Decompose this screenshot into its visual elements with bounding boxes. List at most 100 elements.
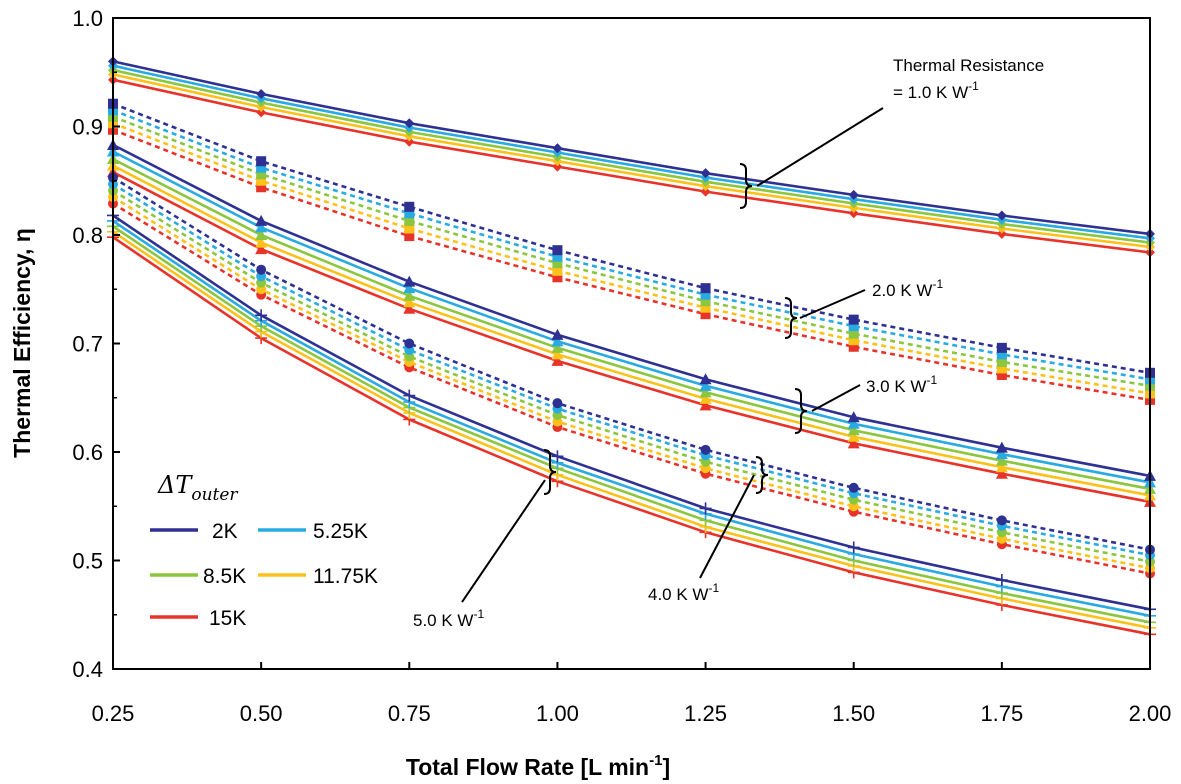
y-tick-label: 0.6 bbox=[72, 440, 103, 465]
series-line-group5-5 bbox=[112, 236, 1151, 636]
data-point-triangle bbox=[403, 296, 416, 308]
series-line-group4-5 bbox=[112, 202, 1151, 575]
annotation-4: 4.0 K W-1 bbox=[648, 581, 719, 604]
annotation-3-leader bbox=[811, 384, 861, 412]
data-point-diamond bbox=[256, 88, 267, 99]
data-point-square bbox=[552, 272, 563, 283]
series-line-group5-1 bbox=[112, 214, 1151, 611]
x-tick-label: 0.25 bbox=[92, 701, 135, 726]
series-line-group3-4 bbox=[112, 164, 1151, 497]
data-point-square bbox=[256, 169, 267, 180]
y-tick-label: 0.7 bbox=[72, 332, 103, 357]
annotation-3-text: 3.0 K W bbox=[866, 377, 926, 396]
series-line-group5-2 bbox=[112, 219, 1151, 618]
data-point-plus bbox=[255, 309, 268, 322]
y-tick-label: 0.9 bbox=[72, 115, 103, 140]
annotation-1-sup: -1 bbox=[968, 79, 979, 93]
data-point-square bbox=[848, 341, 859, 352]
y-tick-label: 0.8 bbox=[72, 223, 103, 248]
data-point-circle bbox=[996, 515, 1007, 526]
data-point-circle bbox=[700, 444, 711, 455]
data-point-diamond bbox=[848, 208, 859, 219]
x-tick-label: 0.50 bbox=[240, 701, 283, 726]
annotation-2-text: 2.0 K W bbox=[872, 281, 932, 300]
annotation-2-sup: -1 bbox=[932, 277, 943, 291]
data-point-square bbox=[552, 245, 563, 256]
data-point-triangle bbox=[551, 354, 564, 366]
data-point-square bbox=[996, 356, 1007, 367]
data-point-plus bbox=[551, 450, 564, 463]
y-tick-label: 0.5 bbox=[72, 549, 103, 574]
series-line-group2-1 bbox=[112, 102, 1151, 375]
data-point-triangle bbox=[995, 441, 1008, 453]
data-point-square bbox=[700, 302, 711, 313]
plot-series-layer bbox=[107, 56, 1156, 641]
data-point-triangle bbox=[847, 411, 860, 423]
data-point-triangle bbox=[255, 236, 268, 248]
data-point-square bbox=[404, 208, 415, 219]
data-point-triangle bbox=[255, 243, 268, 255]
data-point-triangle bbox=[403, 289, 416, 301]
series-line-group1-3 bbox=[112, 68, 1151, 244]
legend-label-3: 8.5K bbox=[203, 565, 246, 588]
series-line-group4-2 bbox=[112, 182, 1151, 557]
data-point-diamond bbox=[404, 136, 415, 147]
data-point-square bbox=[848, 335, 859, 346]
data-point-square bbox=[848, 321, 859, 332]
legend-label-2: 5.25K bbox=[313, 520, 368, 543]
data-point-triangle bbox=[847, 437, 860, 449]
data-point-triangle bbox=[995, 454, 1008, 466]
y-axis-title: Thermal Efficiency, η bbox=[9, 228, 35, 458]
series-line-group1-5 bbox=[112, 78, 1151, 254]
legend-label-5: 15K bbox=[209, 607, 246, 630]
data-point-triangle bbox=[255, 229, 268, 240]
data-point-square bbox=[996, 349, 1007, 360]
data-point-square bbox=[996, 342, 1007, 353]
data-point-square bbox=[700, 309, 711, 320]
x-tick-label: 2.00 bbox=[1129, 701, 1172, 726]
data-point-square bbox=[256, 182, 267, 193]
data-point-square bbox=[404, 215, 415, 226]
series-line-group4-1 bbox=[112, 176, 1151, 551]
data-point-triangle bbox=[255, 214, 268, 226]
data-point-triangle bbox=[847, 430, 860, 442]
series-line-group4-3 bbox=[112, 189, 1151, 563]
x-tick-label: 1.50 bbox=[832, 701, 875, 726]
annotation-4-leader bbox=[699, 474, 755, 579]
series-line-group2-2 bbox=[112, 108, 1151, 381]
series-line-group1-1 bbox=[112, 60, 1151, 236]
series-line-group1-4 bbox=[112, 73, 1151, 249]
data-point-square bbox=[848, 328, 859, 339]
x-tick-label: 1.00 bbox=[536, 701, 579, 726]
x-axis-title-main: Total Flow Rate [L min bbox=[406, 754, 649, 780]
data-point-triangle bbox=[699, 392, 712, 404]
data-point-diamond bbox=[256, 107, 267, 118]
data-point-diamond bbox=[552, 161, 563, 172]
legend-title-sub: outer bbox=[191, 485, 238, 505]
annotation-5-text: 5.0 K W bbox=[413, 611, 473, 630]
annotation-2-brace bbox=[784, 297, 798, 339]
data-point-circle bbox=[256, 264, 267, 275]
series-line-group3-5 bbox=[112, 170, 1151, 504]
annotation-5-leader bbox=[461, 479, 546, 603]
y-tick-label: 0.4 bbox=[72, 657, 103, 682]
annotation-3-sup: -1 bbox=[926, 373, 937, 387]
data-point-diamond bbox=[848, 189, 859, 200]
x-tick-label: 1.75 bbox=[980, 701, 1023, 726]
annotation-2-leader bbox=[799, 289, 866, 319]
x-tick-label: 1.25 bbox=[684, 701, 727, 726]
x-axis-title-sup: -1 bbox=[649, 752, 662, 769]
x-tick-label: 0.75 bbox=[388, 701, 431, 726]
data-point-triangle bbox=[403, 275, 416, 287]
annotation-4-text: 4.0 K W bbox=[648, 585, 708, 604]
annotation-3: 3.0 K W-1 bbox=[866, 373, 937, 396]
series-line-group2-3 bbox=[112, 115, 1151, 388]
data-point-triangle bbox=[699, 373, 712, 385]
legend-title: ΔTouter bbox=[157, 471, 238, 505]
data-point-diamond bbox=[700, 168, 711, 179]
data-point-triangle bbox=[551, 341, 564, 353]
series-line-group1-2 bbox=[112, 64, 1151, 240]
annotation-5-brace bbox=[543, 449, 557, 495]
data-point-triangle bbox=[403, 282, 416, 294]
annotation-1-line1: Thermal Resistance bbox=[893, 56, 1044, 75]
